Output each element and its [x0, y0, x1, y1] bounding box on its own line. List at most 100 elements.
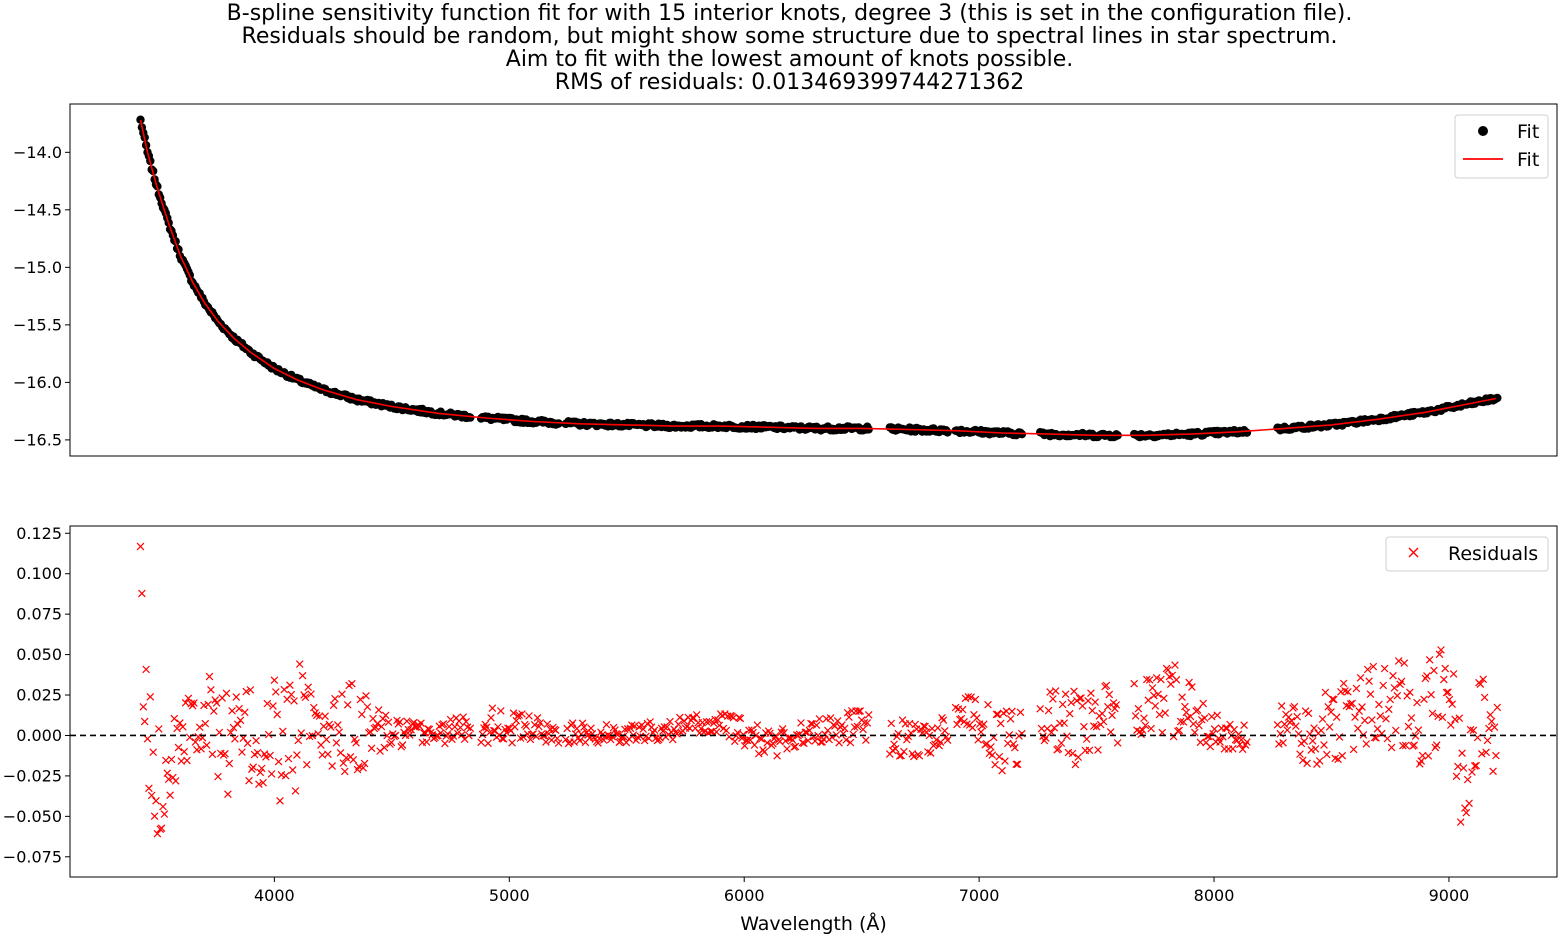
residual-marker [338, 690, 346, 699]
residual-marker [1140, 714, 1148, 723]
residual-marker [266, 751, 274, 760]
residual-marker [977, 728, 985, 736]
residual-marker [143, 734, 152, 743]
residual-marker [1376, 712, 1385, 720]
residual-marker [863, 719, 872, 727]
residual-marker [925, 731, 934, 740]
residual-marker [1152, 673, 1161, 682]
residual-marker [1169, 732, 1178, 741]
bottom-y-tick-label: 0.050 [16, 645, 62, 664]
residual-marker [773, 751, 781, 760]
residual-marker [1089, 722, 1098, 730]
residual-marker [971, 695, 980, 704]
residual-marker [1490, 723, 1499, 732]
residual-marker [456, 723, 465, 732]
residual-marker [760, 748, 769, 756]
residual-marker [663, 723, 671, 731]
residual-marker [1102, 681, 1111, 690]
residual-marker [1166, 680, 1175, 689]
residual-marker [205, 672, 214, 681]
residual-marker [849, 730, 858, 739]
residual-marker [508, 738, 516, 747]
residual-marker [1105, 690, 1114, 699]
residual-marker [1234, 730, 1243, 739]
residual-marker [1322, 750, 1331, 759]
residual-marker [750, 741, 759, 749]
residual-marker [931, 740, 939, 749]
residual-marker [1037, 724, 1046, 733]
residual-marker [403, 717, 411, 726]
residual-marker [432, 732, 441, 740]
residual-marker [174, 743, 183, 752]
residual-marker [675, 713, 684, 722]
residual-marker [1315, 757, 1324, 765]
residual-marker [176, 719, 184, 727]
residual-marker [1463, 775, 1472, 784]
residual-marker [808, 720, 817, 728]
residual-marker [1060, 719, 1069, 727]
residual-marker [221, 749, 229, 758]
residual-marker [286, 681, 294, 690]
residual-marker [1099, 717, 1108, 726]
residual-marker [1425, 655, 1434, 664]
residual-marker [926, 749, 935, 757]
residual-marker [395, 718, 404, 726]
residual-marker [1283, 726, 1292, 734]
x-axis-label: Wavelength (Å) [740, 912, 887, 935]
residual-marker [224, 790, 232, 799]
residual-marker [207, 685, 215, 694]
residual-marker [1287, 716, 1296, 725]
residual-marker [1243, 738, 1251, 746]
residual-marker [462, 717, 470, 726]
residual-marker [1068, 749, 1077, 758]
residual-marker [1155, 710, 1164, 719]
residual-marker [153, 829, 162, 838]
residual-marker [809, 732, 818, 741]
residual-marker [355, 762, 363, 771]
residual-marker [270, 676, 279, 685]
residual-marker [1466, 725, 1475, 734]
residual-marker [363, 703, 372, 711]
bottom-y-tick-label: 0.025 [16, 686, 62, 705]
residual-marker [805, 726, 814, 735]
residual-marker [267, 770, 276, 778]
residual-marker [1339, 679, 1348, 688]
residual-marker [240, 708, 249, 717]
residual-marker [1213, 711, 1222, 720]
residual-marker [1082, 735, 1091, 743]
residual-marker [1210, 725, 1219, 733]
residual-marker [919, 722, 928, 730]
residual-marker [214, 772, 222, 781]
residual-marker [616, 737, 625, 746]
residual-marker [674, 720, 683, 729]
residual-marker [1366, 690, 1375, 699]
residual-marker [1171, 661, 1179, 669]
residual-marker [509, 709, 518, 717]
residual-marker [972, 714, 981, 722]
residual-marker [1384, 705, 1393, 714]
residual-marker [1176, 717, 1185, 726]
residual-marker [1387, 743, 1396, 752]
bottom-x-tick-label: 6000 [724, 886, 765, 905]
residual-marker [183, 756, 191, 765]
residual-marker [1010, 743, 1019, 752]
residual-marker [170, 714, 179, 723]
residual-marker [1051, 687, 1060, 695]
residual-marker [147, 791, 156, 800]
fit-data-points [136, 115, 1502, 442]
residual-marker [900, 747, 908, 756]
residual-marker [360, 759, 369, 768]
residual-marker [1298, 756, 1307, 765]
residual-marker [1470, 762, 1479, 770]
residual-marker [236, 716, 245, 725]
residual-marker [1452, 772, 1461, 781]
residual-marker [332, 738, 341, 747]
residual-marker [1414, 726, 1423, 734]
residual-marker [964, 692, 973, 701]
residual-marker [1493, 703, 1502, 712]
residual-marker [968, 723, 977, 732]
residual-marker [1226, 720, 1234, 729]
residual-marker [938, 713, 946, 722]
residual-marker [445, 722, 453, 731]
residual-marker [1418, 751, 1427, 760]
